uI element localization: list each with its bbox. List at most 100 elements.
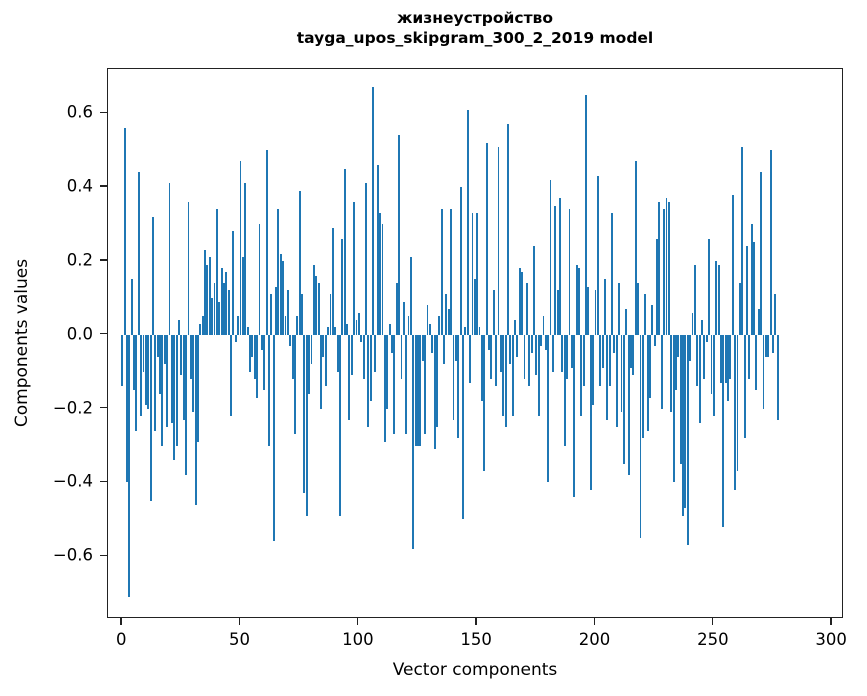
- bar: [701, 320, 703, 335]
- bar: [407, 316, 410, 335]
- bar: [585, 94, 587, 335]
- bar: [483, 334, 486, 472]
- x-axis-label: Vector components: [392, 660, 558, 680]
- bar: [137, 172, 140, 335]
- bar: [774, 294, 777, 335]
- bar: [353, 201, 356, 335]
- bar: [551, 334, 554, 372]
- bar: [414, 334, 417, 446]
- bar: [379, 212, 382, 335]
- bar: [693, 264, 696, 335]
- bar: [196, 334, 199, 442]
- bar: [478, 327, 481, 335]
- bar: [133, 334, 135, 391]
- y-tick-label: −0.4: [52, 471, 93, 491]
- bar: [294, 334, 296, 435]
- bar: [251, 334, 254, 357]
- bar: [511, 334, 514, 416]
- bar: [417, 334, 419, 446]
- bar: [507, 124, 509, 335]
- bar: [393, 334, 396, 435]
- bar: [275, 286, 277, 335]
- bar: [523, 334, 526, 380]
- bar: [736, 334, 739, 472]
- bar: [296, 316, 299, 335]
- bar: [329, 294, 332, 335]
- bar: [405, 334, 408, 435]
- bar: [533, 246, 535, 335]
- bar: [436, 334, 438, 428]
- bar: [724, 334, 727, 383]
- bar: [308, 334, 311, 394]
- bar: [267, 334, 270, 446]
- x-tick-mark: [712, 618, 714, 625]
- bar: [402, 301, 405, 335]
- y-tick-label: 0.2: [66, 250, 93, 270]
- bar: [488, 334, 490, 350]
- bar: [466, 109, 469, 335]
- bar: [241, 257, 244, 335]
- bar: [589, 334, 592, 490]
- bar: [428, 323, 431, 335]
- bar: [355, 320, 358, 335]
- bar: [372, 87, 374, 335]
- bar: [648, 334, 651, 398]
- bar: [341, 238, 344, 335]
- y-tick-mark: [100, 333, 107, 335]
- bar: [604, 279, 606, 335]
- bar: [130, 279, 133, 335]
- bar: [305, 334, 308, 516]
- bar: [365, 183, 367, 335]
- x-tick-mark: [120, 618, 122, 625]
- bar: [528, 334, 531, 387]
- bar: [244, 183, 247, 335]
- bar: [178, 320, 180, 335]
- bar: [561, 334, 564, 372]
- bar: [201, 316, 204, 335]
- bar: [542, 316, 545, 335]
- chart-title-line-2: tayga_upos_skipgram_300_2_2019 model: [296, 29, 654, 48]
- bar: [383, 334, 386, 442]
- bar: [249, 334, 251, 372]
- bar: [675, 334, 677, 391]
- bar: [618, 283, 621, 335]
- bar: [521, 272, 524, 335]
- bar: [651, 305, 654, 335]
- bar: [485, 142, 488, 335]
- bar: [495, 334, 498, 387]
- bar: [710, 334, 713, 394]
- bar: [331, 227, 334, 335]
- bar: [213, 283, 216, 335]
- bar: [499, 334, 502, 372]
- bar: [544, 334, 547, 350]
- bar: [471, 212, 474, 335]
- bar: [670, 334, 673, 413]
- bar: [753, 242, 755, 335]
- bar: [698, 334, 701, 424]
- bar: [580, 334, 583, 416]
- bar: [549, 179, 552, 335]
- bar: [336, 334, 339, 372]
- bar: [398, 135, 401, 335]
- bar: [246, 327, 249, 335]
- bar: [182, 334, 185, 420]
- bar: [159, 334, 161, 394]
- bar: [452, 334, 455, 420]
- bar: [658, 201, 661, 335]
- x-tick-mark: [475, 618, 477, 625]
- bar: [776, 334, 779, 420]
- bar: [440, 209, 443, 335]
- bar: [128, 334, 131, 597]
- bar: [163, 334, 166, 365]
- bar: [206, 264, 209, 335]
- bar: [696, 334, 699, 387]
- bar: [637, 283, 640, 335]
- bar: [348, 334, 351, 420]
- bar: [421, 334, 424, 361]
- bar: [125, 334, 128, 483]
- x-tick-label: 100: [342, 630, 374, 649]
- bar: [762, 334, 765, 409]
- bar: [192, 334, 195, 413]
- bar: [469, 334, 472, 383]
- x-tick-label: 300: [815, 630, 847, 649]
